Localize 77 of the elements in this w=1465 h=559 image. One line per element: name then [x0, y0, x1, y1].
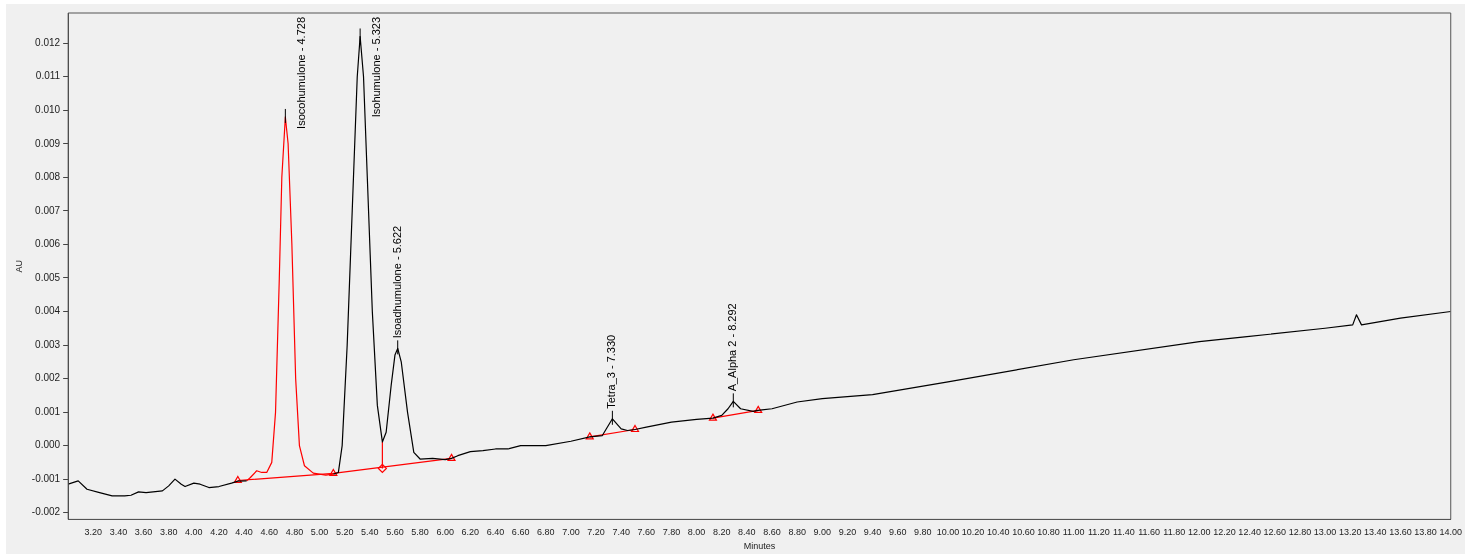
y-tick-label: 0.002: [35, 372, 61, 384]
x-tick-label: 7.40: [612, 527, 630, 538]
x-tick-label: 4.00: [185, 527, 203, 538]
x-tick-label: 10.20: [961, 527, 985, 538]
y-tick-label: 0.000: [35, 439, 61, 451]
x-tick-label: 5.20: [335, 527, 354, 538]
x-tick-label: 9.20: [838, 527, 857, 538]
x-tick-label: 4.80: [285, 527, 304, 538]
x-tick-label: 12.00: [1188, 527, 1211, 538]
x-tick-label: 13.40: [1364, 527, 1387, 538]
annotation: Isocohumulone - 4.728: [295, 16, 308, 129]
x-tick-label: 12.60: [1263, 527, 1287, 538]
x-tick-label: 6.00: [436, 527, 454, 538]
x-tick-label: 6.80: [537, 527, 555, 538]
annotation: A_Alpha 2 - 8.292: [726, 303, 739, 392]
y-tick-label: -0.002: [31, 506, 61, 518]
y-tick-label: 0.011: [35, 70, 61, 82]
y-tick-label: 0.009: [35, 137, 61, 149]
x-tick-label: 8.40: [738, 527, 756, 538]
x-tick-label: 11.40: [1113, 527, 1135, 538]
x-tick-label: 5.00: [310, 527, 329, 538]
x-tick-label: 11.20: [1087, 527, 1110, 538]
y-tick-label: 0.004: [35, 305, 61, 317]
x-tick-label: 8.00: [687, 527, 706, 538]
x-tick-label: 11.80: [1163, 527, 1186, 538]
y-tick-label: 0.012: [35, 36, 61, 48]
annotation: Tetra_3 - 7.330: [605, 334, 618, 409]
x-tick-label: 10.00: [936, 527, 960, 538]
x-tick-label: 3.80: [159, 527, 178, 538]
y-tick-label: 0.010: [35, 104, 61, 116]
annotation: Isoadhumulone - 5.622: [390, 225, 403, 339]
x-tick-label: 12.40: [1238, 527, 1261, 538]
x-tick-label: 7.20: [587, 527, 605, 538]
y-tick-label: 0.005: [35, 271, 61, 283]
x-tick-label: 11.60: [1138, 527, 1161, 538]
x-tick-label: 12.20: [1213, 527, 1236, 538]
x-tick-label: 6.40: [486, 527, 505, 538]
x-tick-label: 4.20: [210, 527, 228, 538]
x-tick-label: 10.40: [986, 527, 1010, 538]
x-tick-label: 7.00: [562, 527, 580, 538]
x-tick-label: 8.60: [763, 527, 781, 538]
x-tick-label: 9.60: [888, 527, 907, 538]
x-tick-label: 11.00: [1062, 527, 1085, 538]
y-axis-title: AU: [13, 259, 24, 273]
x-tick-label: 8.20: [712, 527, 731, 538]
y-tick-label: 0.007: [35, 204, 61, 216]
x-tick-label: 10.60: [1012, 527, 1035, 538]
y-tick-label: 0.006: [35, 238, 61, 250]
x-tick-label: 3.40: [109, 527, 128, 538]
x-tick-label: 3.20: [84, 527, 103, 538]
y-tick-label: 0.001: [35, 405, 61, 417]
x-tick-label: 9.80: [914, 527, 932, 538]
x-tick-label: 14.00: [1439, 527, 1462, 538]
x-tick-label: 4.40: [235, 527, 253, 538]
x-tick-label: 4.60: [260, 527, 279, 538]
y-tick-label: 0.008: [35, 171, 61, 183]
y-tick-label: 0.003: [35, 338, 61, 350]
x-tick-label: 13.80: [1414, 527, 1437, 538]
x-tick-label: 12.80: [1288, 527, 1312, 538]
x-tick-label: 5.80: [411, 527, 429, 538]
x-tick-label: 5.40: [361, 527, 379, 538]
x-tick-label: 7.60: [637, 527, 656, 538]
x-tick-label: 13.20: [1338, 527, 1362, 538]
annotation: Isohumulone - 5.323: [370, 16, 383, 118]
x-tick-label: 9.40: [863, 527, 882, 538]
x-tick-label: 13.00: [1313, 527, 1337, 538]
x-tick-label: 8.80: [788, 527, 806, 538]
y-tick-label: -0.001: [31, 472, 61, 484]
x-tick-label: 6.60: [511, 527, 530, 538]
x-tick-label: 5.60: [386, 527, 404, 538]
x-tick-label: 9.00: [813, 527, 832, 538]
x-tick-label: 13.60: [1389, 527, 1412, 538]
x-tick-label: 3.60: [134, 527, 153, 538]
x-tick-label: 7.80: [662, 527, 681, 538]
x-tick-label: 10.80: [1037, 527, 1060, 538]
x-axis-title: Minutes: [743, 541, 776, 552]
x-tick-label: 6.20: [461, 527, 480, 538]
